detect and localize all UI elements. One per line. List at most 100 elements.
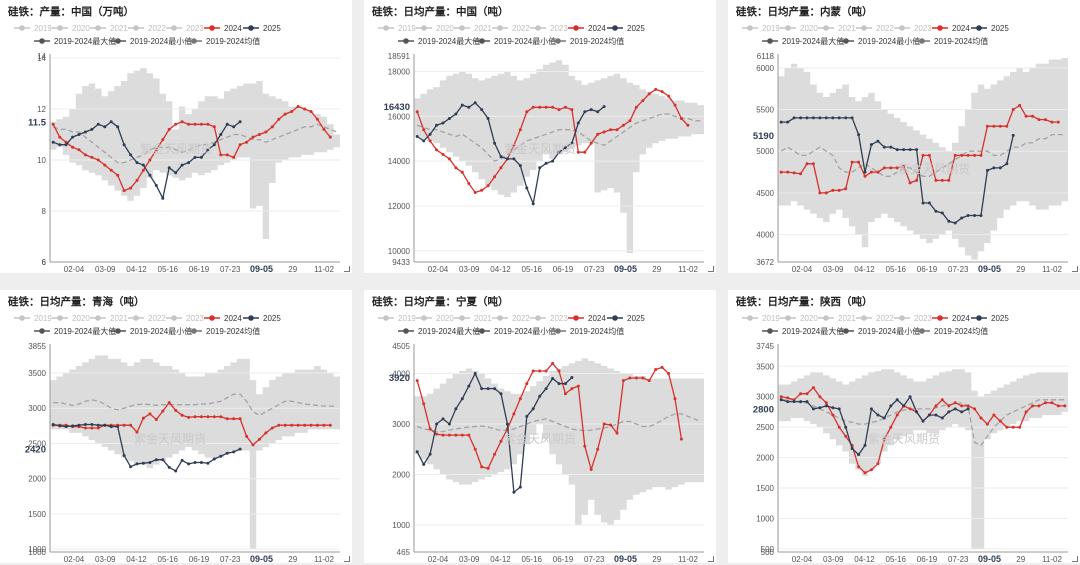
data-point-2025: [799, 116, 803, 120]
data-point-2024: [257, 437, 261, 441]
data-point-2025: [122, 143, 126, 147]
y-tick-label: 18000: [388, 67, 411, 76]
data-point-2024: [90, 426, 94, 430]
data-point-2024: [296, 105, 300, 108]
chart-title: 硅铁：日均产量：内蒙（吨）: [736, 6, 873, 18]
data-point-2024: [998, 124, 1002, 128]
data-point-2024: [679, 117, 683, 120]
data-point-2024: [583, 444, 587, 448]
legend-marker-2019: [747, 315, 753, 321]
data-point-2024: [96, 158, 100, 162]
y-top-label: 3745: [756, 342, 774, 351]
legend-label-2019: 2019: [762, 314, 780, 323]
data-point-2024: [206, 415, 210, 419]
legend-label-2023: 2023: [550, 24, 568, 33]
x-tick-label: 11-02: [678, 555, 698, 563]
data-point-2024: [428, 139, 432, 143]
legend-marker-stat-0: [403, 38, 409, 44]
resize-handle-icon[interactable]: [1072, 556, 1078, 562]
y-tick-label: 14: [37, 54, 46, 63]
data-point-2025: [174, 171, 178, 175]
data-point-2025: [415, 135, 419, 138]
resize-handle-icon[interactable]: [708, 266, 714, 272]
legend-label-stat-2: 2019-2024均值: [570, 326, 624, 336]
data-point-2024: [187, 415, 191, 419]
data-point-2025: [538, 394, 542, 398]
data-point-2025: [934, 413, 938, 417]
data-point-2025: [512, 490, 516, 494]
data-point-2024: [557, 369, 561, 373]
data-point-2024: [71, 145, 75, 149]
data-point-2024: [544, 105, 548, 109]
data-point-2024: [122, 423, 126, 427]
data-point-2024: [609, 128, 613, 132]
legend-label-stat-2: 2019-2024均值: [934, 326, 988, 336]
data-point-2025: [792, 116, 796, 120]
data-point-2025: [225, 451, 229, 455]
data-point-2025: [927, 413, 931, 417]
data-point-2024: [589, 141, 593, 145]
data-point-2025: [869, 407, 873, 411]
data-point-2025: [161, 458, 165, 462]
data-point-2024: [90, 155, 94, 159]
data-point-2024: [422, 402, 426, 406]
data-point-2024: [193, 415, 197, 419]
data-point-2024: [973, 407, 977, 411]
data-point-2024: [245, 140, 249, 144]
y-tick-label: 5000: [756, 147, 774, 156]
y-top-label: 14: [37, 52, 46, 61]
data-point-2025: [557, 150, 561, 154]
data-point-2025: [811, 407, 815, 411]
legend-label-2020: 2020: [72, 24, 90, 33]
data-point-2025: [557, 382, 561, 386]
data-point-2024: [786, 170, 790, 174]
data-point-2024: [921, 153, 925, 157]
data-point-2024: [219, 153, 223, 157]
legend-marker-2019: [747, 25, 753, 31]
x-tick-label: 05-16: [158, 555, 179, 563]
legend-marker-2024: [209, 25, 215, 31]
data-point-2025: [844, 116, 848, 120]
data-point-2024: [792, 171, 796, 175]
resize-handle-icon[interactable]: [1072, 266, 1078, 272]
data-point-2024: [154, 148, 158, 152]
data-point-2024: [882, 437, 886, 441]
data-point-2024: [863, 174, 867, 178]
legend-marker-2022: [497, 315, 503, 321]
resize-handle-icon[interactable]: [344, 556, 350, 562]
data-point-2024: [596, 447, 600, 451]
data-point-2025: [206, 461, 210, 465]
data-point-2024: [512, 412, 516, 416]
x-tick-label: 05-16: [522, 265, 543, 273]
data-point-2025: [148, 173, 152, 177]
x-tick-label: 05-16: [522, 555, 543, 563]
resize-handle-icon[interactable]: [708, 556, 714, 562]
legend-label-stat-0: 2019-2024最大值: [782, 36, 844, 46]
data-point-2024: [992, 124, 996, 128]
legend-label-2022: 2022: [512, 314, 530, 323]
data-point-2025: [985, 168, 989, 172]
current-value-label: 5190: [753, 131, 774, 142]
x-tick-label: 02-04: [64, 555, 85, 563]
data-point-2025: [831, 406, 835, 410]
chart-panel-qinghai: 硅铁：日均产量：青海（吨） 2019 2020 2021 2022 2023 2024 20…: [0, 290, 352, 563]
data-point-2024: [576, 150, 580, 154]
legend-label-2019: 2019: [398, 24, 416, 33]
legend-marker-2022: [861, 25, 867, 31]
resize-handle-icon[interactable]: [344, 266, 350, 272]
legend-label-stat-0: 2019-2024最大值: [782, 326, 844, 336]
chart-panel-neimenggu: 硅铁：日均产量：内蒙（吨） 2019 2020 2021 2022 2023 2024 20…: [728, 0, 1080, 273]
legend-marker-stat-2: [919, 328, 925, 334]
data-point-2025: [979, 214, 983, 217]
data-point-2025: [934, 209, 938, 213]
legend-label-stat-1: 2019-2024最小值: [858, 36, 920, 46]
y-bottom-label: 9433: [392, 258, 410, 267]
current-value-label: 11.5: [28, 117, 47, 128]
watermark: 紫金天风期货: [134, 432, 207, 446]
legend-marker-2022: [133, 25, 139, 31]
data-point-2024: [435, 432, 439, 436]
data-point-2025: [441, 121, 445, 125]
legend-marker-stat-0: [767, 38, 773, 44]
data-point-2024: [303, 423, 307, 427]
data-point-2025: [161, 196, 165, 200]
